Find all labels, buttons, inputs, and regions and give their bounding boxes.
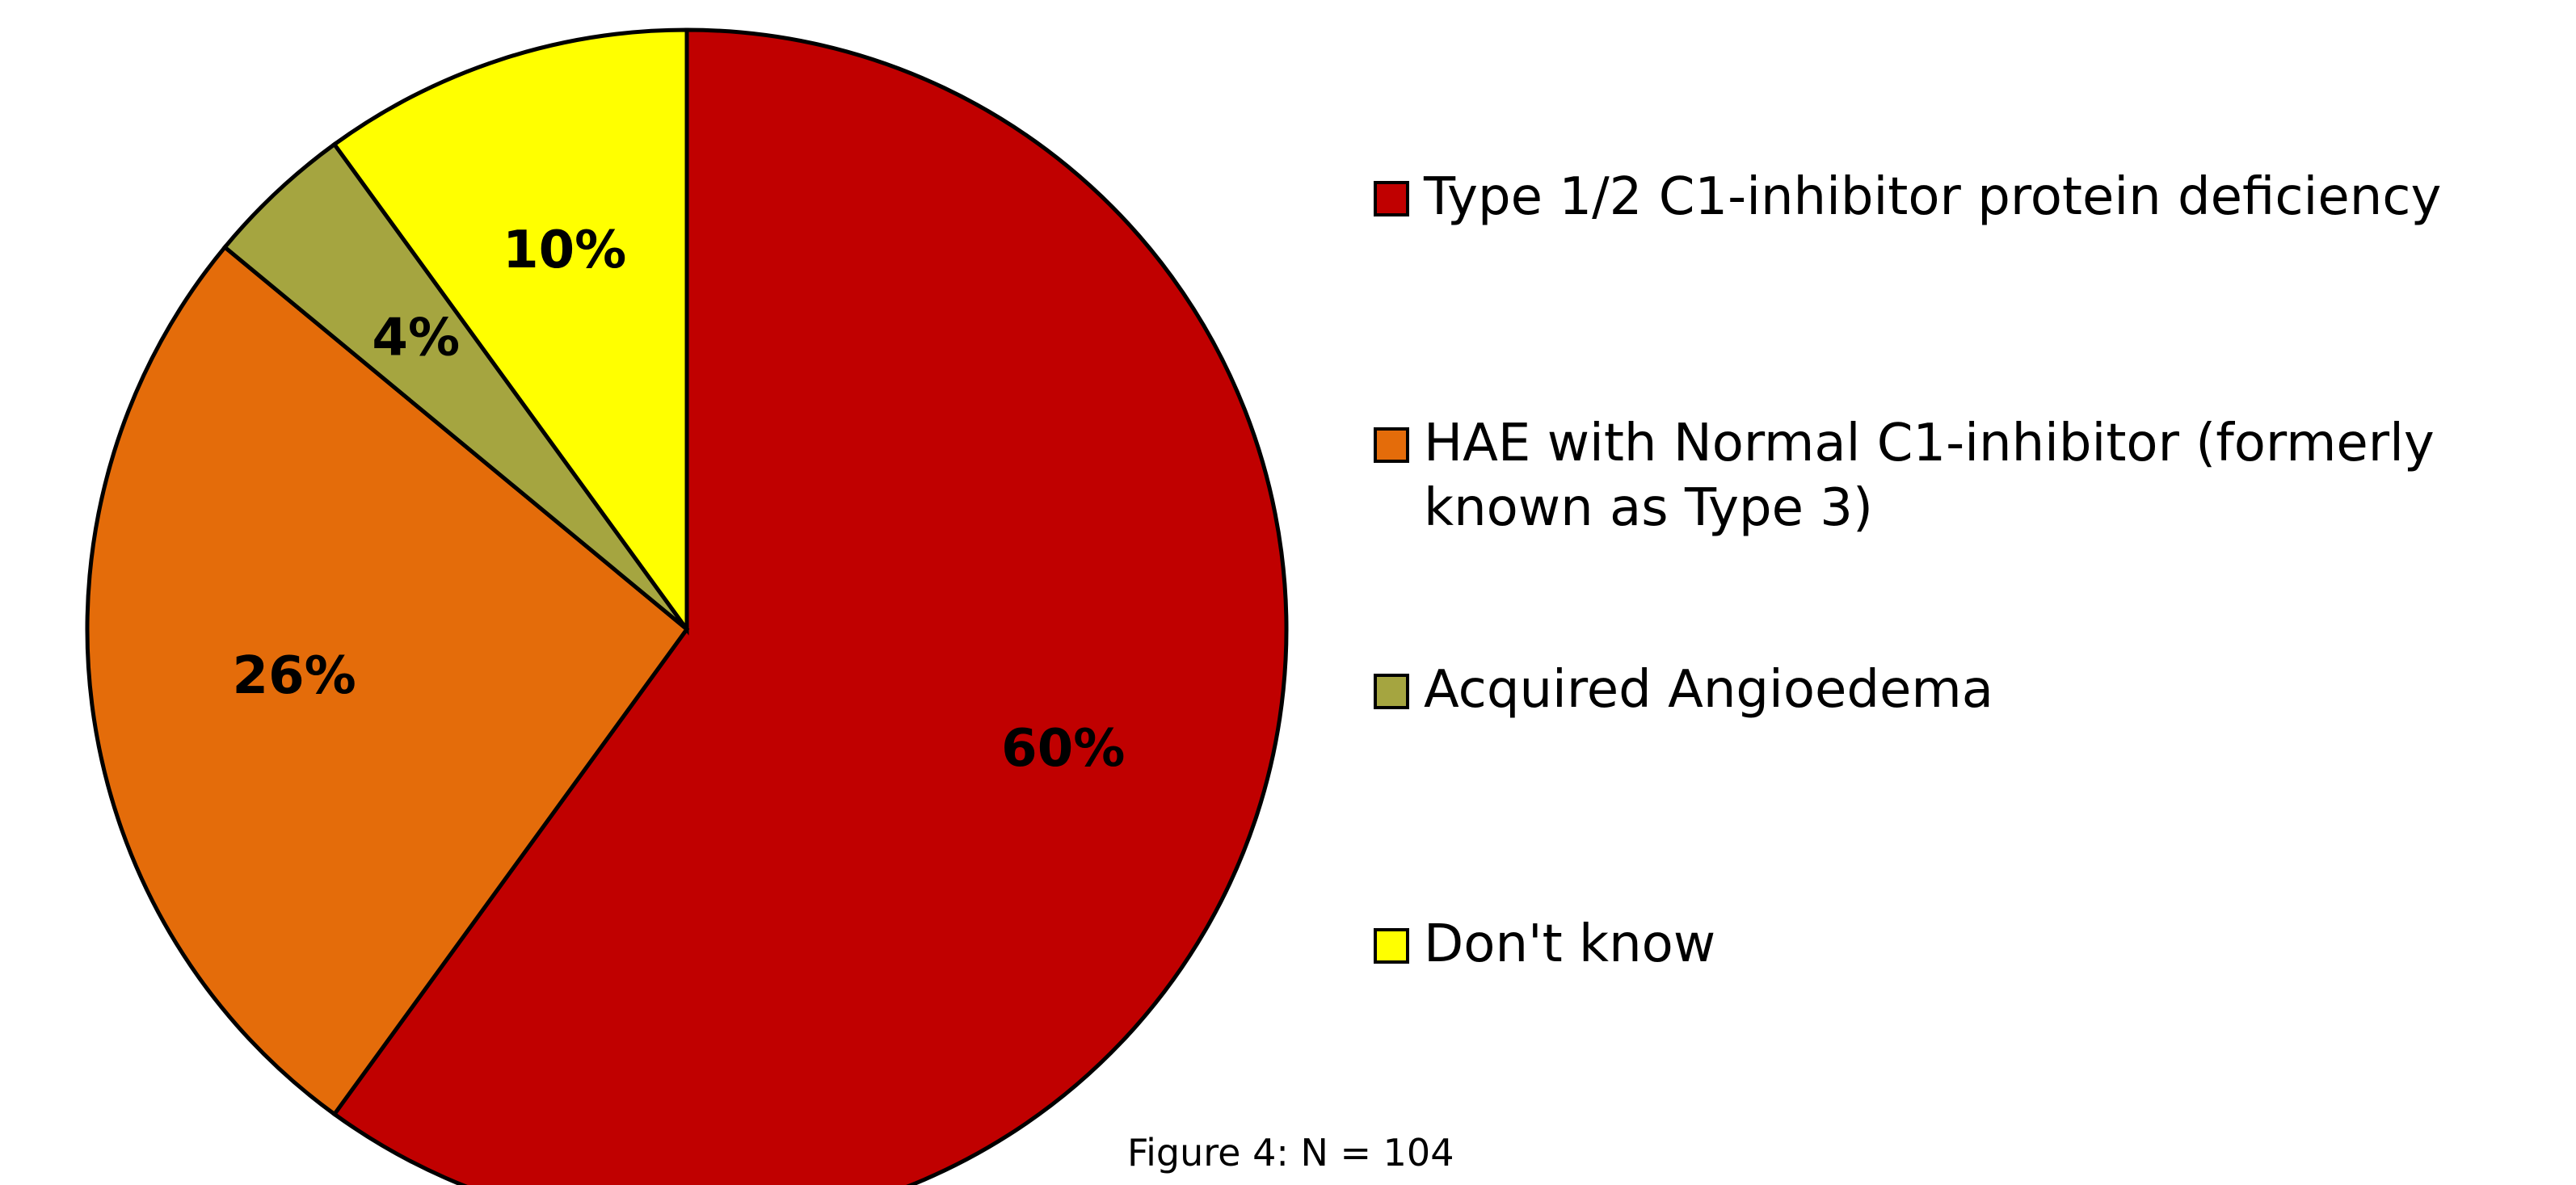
pie-slice [331,27,689,636]
pie-slice [221,141,689,631]
legend-label: Don't know [1424,914,1716,974]
legend-swatch [1374,928,1409,964]
legend-item: Acquired Angioedema [1374,658,2537,722]
legend-swatch [1374,181,1409,216]
caption: Figure 4: N = 104 [1127,1131,1454,1174]
data-label: 60% [1001,719,1125,779]
legend-item: Don't know [1374,912,2537,977]
data-label: 4% [372,309,460,368]
legend-label: Acquired Angioedema [1424,660,1993,720]
legend-swatch [1374,427,1409,463]
legend-item: HAE with Normal C1-inhibitor (formerly k… [1374,411,2537,540]
pie-slice [85,244,690,1117]
legend-label: Type 1/2 C1-inhibitor protein deficiency [1424,167,2442,227]
legend-item: Type 1/2 C1-inhibitor protein deficiency [1374,165,2537,229]
pie-slice [331,27,1289,1185]
legend-label: HAE with Normal C1-inhibitor (formerly k… [1424,414,2435,538]
legend-swatch [1374,674,1409,709]
data-label: 26% [233,646,356,706]
data-label: 10% [503,221,626,280]
